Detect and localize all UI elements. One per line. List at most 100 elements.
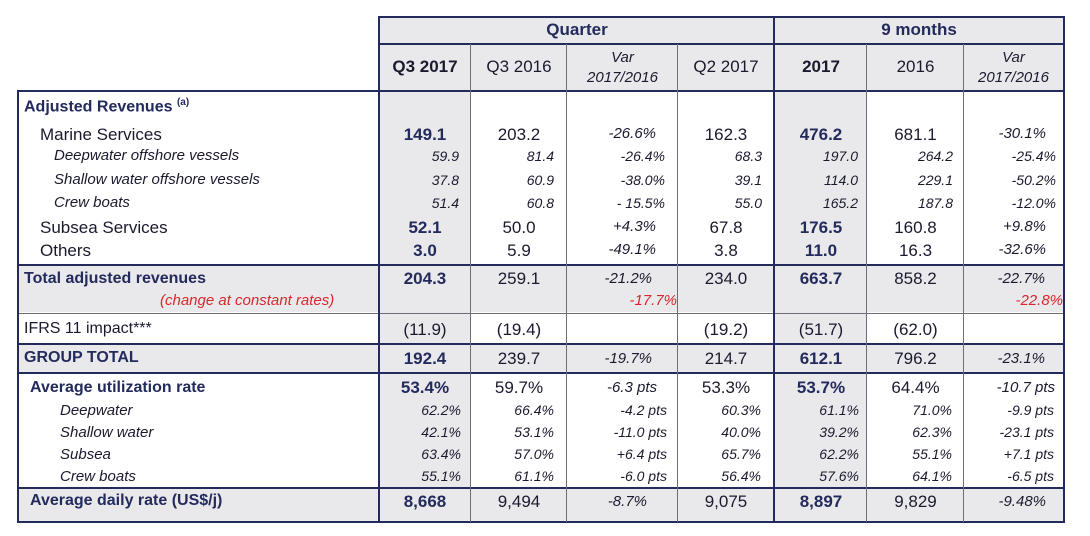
daily-rate-2017: 8,897 (799, 492, 843, 511)
util-deepwater-q3-2017: 62.2% (421, 402, 461, 418)
util-deepwater-var-nine-months: -9.9 pts (1007, 402, 1054, 418)
quarter-nine-months-divider (773, 16, 775, 523)
label-subsea-services: Subsea Services (40, 218, 168, 237)
subsea-var-nine-months: +9.8% (1003, 218, 1046, 235)
header-2017: 2017 (802, 57, 840, 76)
bottom-border (17, 521, 1064, 523)
deepwater-2017: 197.0 (822, 148, 858, 164)
col-divider-1 (470, 44, 471, 522)
col-divider-6 (963, 44, 964, 522)
header-nine-months: 9 months (881, 20, 957, 39)
others-var-nine-months: -32.6% (998, 241, 1046, 258)
marine-var-nine-months: -30.1% (998, 125, 1046, 142)
ifrs-q2-2017: (19.2) (703, 320, 749, 339)
group-total-q3-2016: 239.7 (497, 349, 541, 368)
util-shallow-var-quarter: -11.0 pts (613, 424, 667, 440)
util-crew-var-quarter: -6.0 pts (620, 468, 667, 484)
label-average-daily-rate: Average daily rate (US$/j) (30, 492, 223, 509)
label-util-deepwater: Deepwater (60, 402, 133, 419)
daily-rate-var-nine-months: -9.48% (998, 493, 1046, 510)
subsea-q3-2016: 50.0 (502, 218, 536, 237)
util-deepwater-q2-2017: 60.3% (721, 402, 761, 418)
header-var-quarter-years: 2017/2016 (587, 69, 658, 86)
group-total-q2-2017: 214.7 (704, 349, 748, 368)
others-q3-2016: 5.9 (507, 241, 531, 260)
deepwater-2016: 264.2 (917, 148, 953, 164)
util-crew-q2-2017: 56.4% (721, 468, 761, 484)
label-deepwater-offshore-vessels: Deepwater offshore vessels (54, 147, 240, 164)
daily-rate-q2-2017: 9,075 (704, 492, 748, 511)
ifrs-q3-2016: (19.4) (496, 320, 542, 339)
util-crew-var-nine-months: -6.5 pts (1007, 468, 1054, 484)
label-total-adjusted-revenues: Total adjusted revenues (24, 270, 206, 287)
shallow-2016: 229.1 (917, 172, 953, 188)
others-var-quarter: -49.1% (608, 241, 656, 258)
avg-util-q2-2017: 53.3% (701, 378, 751, 397)
marine-q3-2017: 149.1 (403, 125, 447, 144)
adjusted-revenues-footnote: (a) (176, 97, 190, 108)
daily-rate-band (17, 487, 1064, 522)
label-group-total: GROUP TOTAL (24, 349, 139, 366)
subsea-2016: 160.8 (894, 218, 937, 237)
label-util-shallow-water: Shallow water (60, 424, 154, 441)
left-border (17, 90, 19, 523)
header-quarter: Quarter (546, 20, 608, 39)
total-adjusted-band (17, 265, 1064, 312)
col-divider-3 (677, 44, 678, 522)
header-band-nine-months (775, 17, 1064, 90)
total-adj-q3-2016: 259.1 (497, 269, 541, 288)
shallow-q3-2017: 37.8 (431, 172, 459, 188)
header-divider (379, 43, 1064, 45)
avg-util-q3-2017: 53.4% (400, 378, 450, 397)
marine-2017: 476.2 (799, 125, 843, 144)
right-border (1063, 16, 1065, 523)
util-deepwater-2016: 71.0% (912, 402, 952, 418)
rule-before-daily-rate (17, 487, 1064, 489)
label-column-divider (378, 16, 380, 523)
label-util-crew-boats: Crew boats (60, 468, 136, 485)
header-var-nine-months: Var (1002, 49, 1025, 66)
col-divider-5 (866, 44, 867, 522)
crew-var-nine-months: -12.0% (1011, 195, 1056, 211)
label-others: Others (40, 241, 92, 260)
deepwater-var-nine-months: -25.4% (1011, 148, 1056, 164)
avg-util-q3-2016: 59.7% (494, 378, 544, 397)
util-subsea-2016: 55.1% (912, 446, 952, 462)
rule-after-group-total (17, 372, 1064, 374)
avg-util-var-nine-months: -10.7 pts (996, 379, 1055, 396)
util-deepwater-var-quarter: -4.2 pts (620, 402, 667, 418)
others-q2-2017: 3.8 (714, 241, 738, 260)
deepwater-var-quarter: -26.4% (620, 148, 665, 164)
util-shallow-q3-2017: 42.1% (421, 424, 461, 440)
others-2016: 16.3 (898, 241, 933, 260)
rule-before-group-total (17, 343, 1064, 345)
group-total-2017: 612.1 (799, 349, 843, 368)
total-adj-q3-2017: 204.3 (403, 269, 447, 288)
daily-rate-q3-2016: 9,494 (497, 492, 541, 511)
group-total-band (17, 344, 1064, 372)
util-deepwater-2017: 61.1% (819, 402, 859, 418)
label-average-utilization-rate: Average utilization rate (30, 379, 206, 396)
header-q3-2017: Q3 2017 (392, 57, 458, 76)
crew-q3-2017: 51.4 (431, 195, 459, 211)
ifrs-2016: (62.0) (893, 320, 938, 339)
header-q2-2017: Q2 2017 (693, 57, 759, 76)
daily-rate-q3-2017: 8,668 (403, 492, 447, 511)
subsea-q3-2017: 52.1 (408, 218, 442, 237)
util-shallow-2016: 62.3% (912, 424, 952, 440)
shallow-q2-2017: 39.1 (734, 172, 762, 188)
label-change-constant-rates: (change at constant rates) (160, 292, 335, 309)
label-shallow-water-offshore-vessels: Shallow water offshore vessels (54, 171, 260, 188)
marine-q3-2016: 203.2 (497, 125, 541, 144)
total-adj-q2-2017: 234.0 (704, 269, 748, 288)
subsea-q2-2017: 67.8 (709, 218, 743, 237)
util-deepwater-q3-2016: 66.4% (514, 402, 554, 418)
deepwater-q2-2017: 68.3 (734, 148, 762, 164)
label-crew-boats: Crew boats (54, 194, 130, 211)
header-bottom-rule (17, 90, 1064, 92)
header-q3-2016: Q3 2016 (486, 57, 552, 76)
marine-var-quarter: -26.6% (608, 125, 656, 142)
daily-rate-2016: 9,829 (894, 492, 937, 511)
subsea-var-quarter: +4.3% (613, 218, 656, 235)
util-crew-2016: 64.1% (912, 468, 952, 484)
